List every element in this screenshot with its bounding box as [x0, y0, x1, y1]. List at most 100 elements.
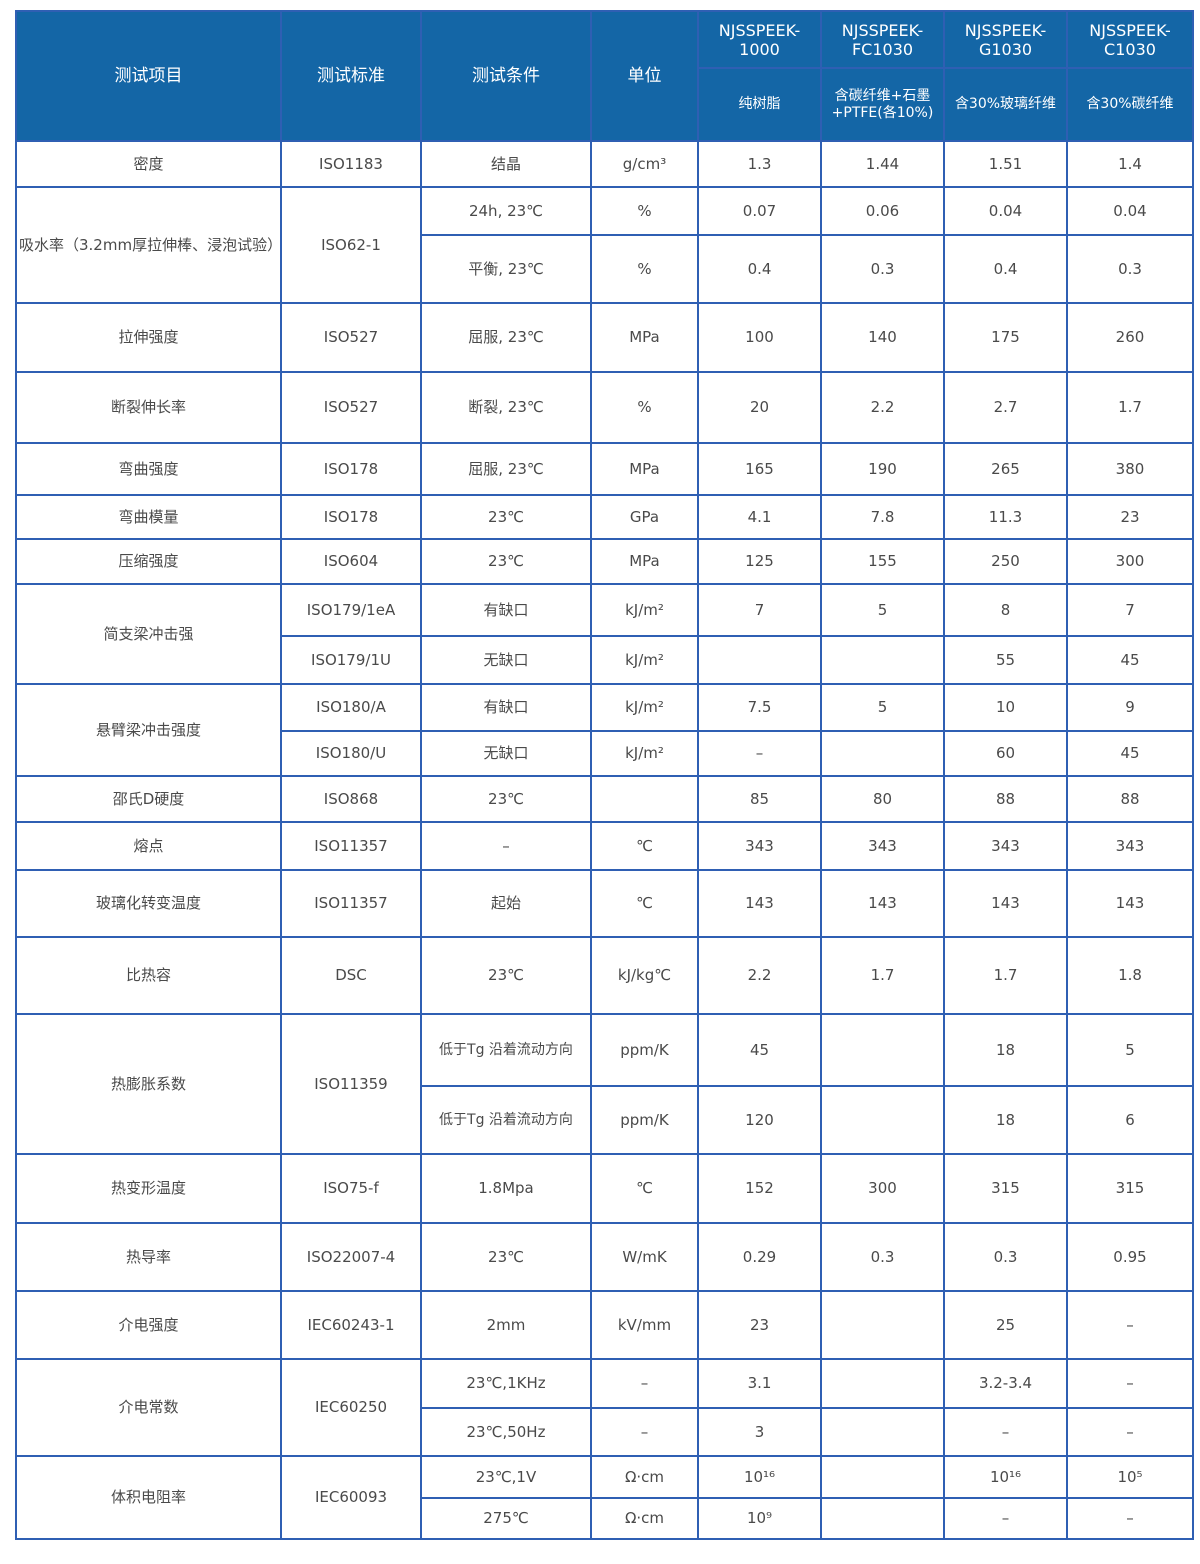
table-row: 密度 ISO1183 结晶 g/cm³ 1.3 1.44 1.51 1.4: [15, 140, 1194, 188]
table-row: 体积电阻率 IEC60093 23℃,1V Ω·cm 10¹⁶ 10¹⁶ 10⁵: [15, 1455, 1194, 1540]
test-condition: 结晶: [420, 140, 592, 188]
test-standard: IEC60250: [280, 1358, 422, 1457]
property-name: 邵氏D硬度: [15, 775, 282, 823]
header-unit: 单位: [590, 10, 699, 142]
value-cell: 250: [943, 538, 1068, 585]
test-condition: 275℃: [420, 1497, 592, 1540]
value-cell: –: [1066, 1290, 1194, 1360]
value-cell: 0.3: [820, 1222, 945, 1292]
value-cell: 1.44: [820, 140, 945, 188]
unit: %: [590, 186, 699, 236]
unit: %: [590, 234, 699, 304]
header-grade-desc: 含30%碳纤维: [1066, 67, 1194, 142]
test-condition: 有缺口: [420, 683, 592, 732]
unit: kJ/m²: [590, 683, 699, 732]
value-cell: 10¹⁶: [943, 1455, 1068, 1499]
unit: [590, 775, 699, 823]
header-condition: 测试条件: [420, 10, 592, 142]
test-standard: ISO75-f: [280, 1153, 422, 1224]
table-row: 熔点 ISO11357– ℃ 343 343 343 343: [15, 821, 1194, 871]
value-cell: 6: [1066, 1085, 1194, 1155]
value-cell: 2.2: [820, 371, 945, 444]
value-cell: 143: [820, 869, 945, 938]
value-cell: 152: [697, 1153, 822, 1224]
value-cell: 8: [943, 583, 1068, 637]
table-row: 比热容 DSC 23℃ kJ/kg℃ 2.2 1.7 1.7 1.8: [15, 936, 1194, 1015]
value-cell: [820, 1407, 945, 1457]
value-cell: 165: [697, 442, 822, 496]
value-cell: 20: [697, 371, 822, 444]
unit: %: [590, 371, 699, 444]
property-name: 压缩强度: [15, 538, 282, 585]
value-cell: 7: [697, 583, 822, 637]
value-cell: 300: [1066, 538, 1194, 585]
value-cell: [820, 635, 945, 685]
value-cell: 88: [1066, 775, 1194, 823]
value-cell: 45: [1066, 635, 1194, 685]
value-cell: 120: [697, 1085, 822, 1155]
header-grade-desc: 纯树脂: [697, 67, 822, 142]
table-row: 拉伸强度 ISO527 屈服, 23℃ MPa 100 140 175 260: [15, 302, 1194, 373]
value-cell: 0.07: [697, 186, 822, 236]
test-condition: 23℃,50Hz: [420, 1407, 592, 1457]
property-name: 玻璃化转变温度: [15, 869, 282, 938]
test-condition: 无缺口: [420, 730, 592, 777]
test-condition: 屈服, 23℃: [420, 302, 592, 373]
value-cell: [697, 635, 822, 685]
header-standard: 测试标准: [280, 10, 422, 142]
value-cell: 143: [697, 869, 822, 938]
test-standard: IEC60243-1: [280, 1290, 422, 1360]
table-row: 吸水率（3.2mm厚拉伸棒、浸泡试验） ISO62-1 24h, 23℃% 0.07 0…: [15, 186, 1194, 304]
unit: kV/mm: [590, 1290, 699, 1360]
properties-table: 测试项目 测试标准 测试条件 单位 NJSSPEEK-1000 NJSSPEEK…: [15, 10, 1194, 1540]
value-cell: [820, 1290, 945, 1360]
value-cell: –: [943, 1407, 1068, 1457]
property-name: 悬臂梁冲击强度: [15, 683, 282, 777]
property-name: 拉伸强度: [15, 302, 282, 373]
table-row: 弯曲强度 ISO178 屈服, 23℃ MPa 165 190 265 380: [15, 442, 1194, 496]
value-cell: 175: [943, 302, 1068, 373]
value-cell: 80: [820, 775, 945, 823]
property-name: 介电强度: [15, 1290, 282, 1360]
test-condition: 平衡, 23℃: [420, 234, 592, 304]
value-cell: 23: [1066, 494, 1194, 540]
table-row: 邵氏D硬度 ISO868 23℃ 85 80 88 88: [15, 775, 1194, 823]
table-row: 断裂伸长率 ISO527 断裂, 23℃% 20 2.2 2.7 1.7: [15, 371, 1194, 444]
value-cell: 0.3: [820, 234, 945, 304]
property-name: 熔点: [15, 821, 282, 871]
header-grade-name: NJSSPEEK-1000: [697, 10, 822, 69]
value-cell: 10: [943, 683, 1068, 732]
unit: kJ/m²: [590, 635, 699, 685]
value-cell: 60: [943, 730, 1068, 777]
test-standard: ISO868: [280, 775, 422, 823]
test-condition: 23℃: [420, 936, 592, 1015]
property-name: 热导率: [15, 1222, 282, 1292]
value-cell: 7.8: [820, 494, 945, 540]
test-condition: 低于Tg 沿着流动方向: [420, 1013, 592, 1087]
value-cell: 315: [943, 1153, 1068, 1224]
value-cell: 10⁹: [697, 1497, 822, 1540]
property-name: 热变形温度: [15, 1153, 282, 1224]
test-standard: ISO1183: [280, 140, 422, 188]
test-standard: ISO178: [280, 494, 422, 540]
value-cell: 190: [820, 442, 945, 496]
test-standard: ISO11359: [280, 1013, 422, 1155]
value-cell: 7.5: [697, 683, 822, 732]
test-condition: 有缺口: [420, 583, 592, 637]
test-condition: 23℃: [420, 775, 592, 823]
value-cell: 1.8: [1066, 936, 1194, 1015]
unit: W/mK: [590, 1222, 699, 1292]
unit: Ω·cm: [590, 1497, 699, 1540]
value-cell: 0.04: [943, 186, 1068, 236]
value-cell: [820, 730, 945, 777]
property-name: 弯曲强度: [15, 442, 282, 496]
value-cell: 300: [820, 1153, 945, 1224]
property-name: 热膨胀系数: [15, 1013, 282, 1155]
unit: ℃: [590, 821, 699, 871]
value-cell: 7: [1066, 583, 1194, 637]
unit: –: [590, 1358, 699, 1409]
value-cell: 5: [820, 683, 945, 732]
value-cell: 0.3: [943, 1222, 1068, 1292]
unit: –: [590, 1407, 699, 1457]
test-standard: IEC60093: [280, 1455, 422, 1540]
